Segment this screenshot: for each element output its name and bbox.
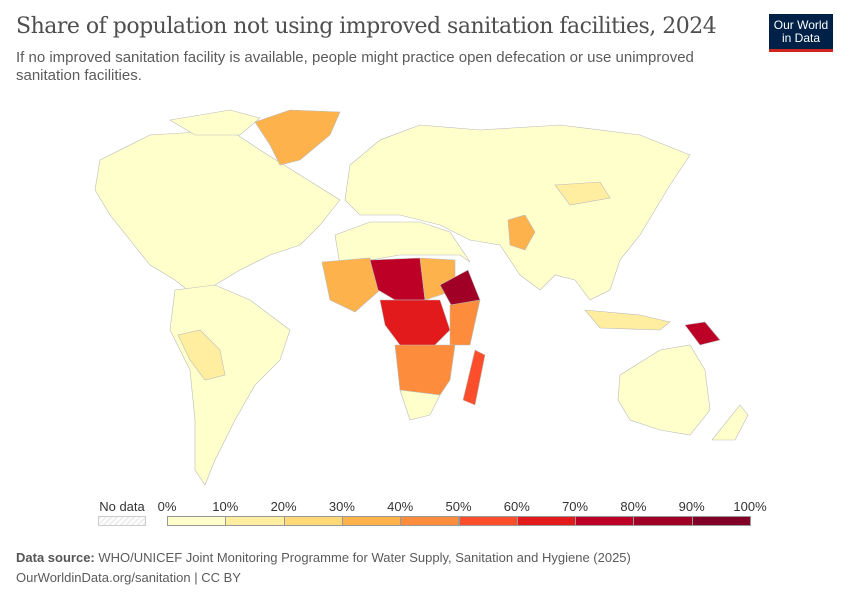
afghanistan-pakistan[interactable] <box>507 214 536 251</box>
legend-tick-label: 70% <box>562 499 589 514</box>
canada-islands[interactable] <box>169 109 261 136</box>
bolivia-peru[interactable] <box>177 329 226 381</box>
world-map[interactable] <box>0 100 850 490</box>
east-africa[interactable] <box>449 299 481 346</box>
footer-link[interactable]: OurWorldinData.org/sanitation | CC BY <box>16 570 241 585</box>
legend-bin[interactable] <box>458 516 518 526</box>
legend-tick-label: 20% <box>270 499 297 514</box>
new-zealand[interactable] <box>711 404 749 441</box>
legend-no-data-label: No data <box>99 499 145 514</box>
africa-west[interactable] <box>321 257 381 313</box>
madagascar[interactable] <box>462 349 486 406</box>
legend-bin[interactable] <box>691 516 751 526</box>
source-label: Data source: <box>16 550 95 565</box>
footer: Data source: WHO/UNICEF Joint Monitoring… <box>16 548 631 588</box>
greenland[interactable] <box>254 109 341 166</box>
legend-tick-label: 10% <box>212 499 239 514</box>
color-legend: No data 0% 10% 20% 30% 40% 50% 60% 70% 80% 90% 100… <box>0 496 850 536</box>
legend-bin[interactable] <box>341 516 402 526</box>
chart-title: Share of population not using improved s… <box>16 14 717 39</box>
papua-new-guinea[interactable] <box>684 321 721 346</box>
legend-tick-label: 60% <box>503 499 530 514</box>
legend-bin[interactable] <box>225 516 285 526</box>
source-text: WHO/UNICEF Joint Monitoring Programme fo… <box>98 550 631 565</box>
legend-no-data-swatch <box>98 516 146 526</box>
legend-bin[interactable] <box>516 516 577 526</box>
legend-bin[interactable] <box>575 516 635 526</box>
legend-bin[interactable] <box>283 516 343 526</box>
legend-tick-label: 100% <box>733 499 767 514</box>
africa-central[interactable] <box>379 299 451 351</box>
africa-sahel[interactable] <box>369 257 426 301</box>
legend-tick-label: 0% <box>157 499 177 514</box>
legend-bin[interactable] <box>633 516 693 526</box>
australia[interactable] <box>617 344 711 436</box>
legend-tick-label: 40% <box>387 499 414 514</box>
owid-logo[interactable]: Our World in Data <box>769 14 833 52</box>
legend-tick-label: 50% <box>445 499 472 514</box>
eurasia[interactable] <box>344 124 691 301</box>
north-america[interactable] <box>94 129 341 301</box>
mongolia[interactable] <box>554 181 611 206</box>
south-america[interactable] <box>169 284 291 486</box>
chart-subtitle: If no improved sanitation facility is av… <box>16 49 694 84</box>
legend-bin[interactable] <box>167 516 227 526</box>
legend-tick-label: 30% <box>328 499 355 514</box>
south-africa[interactable] <box>399 389 441 421</box>
legend-bin[interactable] <box>400 516 460 526</box>
legend-tick-label: 80% <box>620 499 647 514</box>
indonesia[interactable] <box>584 309 671 331</box>
legend-tick-label: 90% <box>678 499 705 514</box>
